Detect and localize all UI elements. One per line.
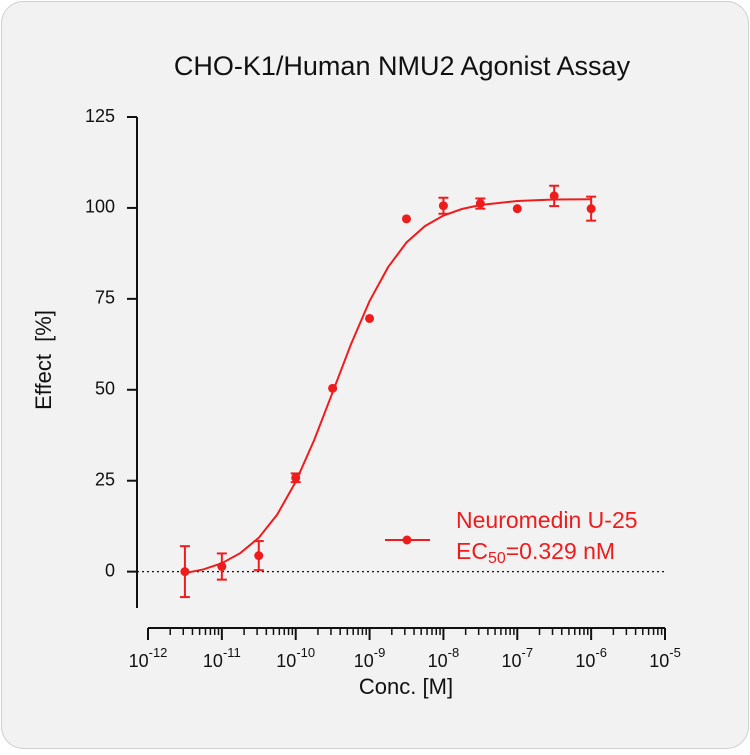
y-tick-label: 125 [85, 106, 115, 126]
y-axis-label: Effect [%] [31, 310, 56, 410]
x-axis-label: Conc. [M] [359, 674, 453, 699]
x-tick-label: 10-12 [129, 645, 168, 670]
x-tick-base: 10 [276, 651, 296, 671]
x-tick-label: 10-7 [501, 645, 533, 670]
legend-annotation: EC50=0.329 nM [456, 538, 615, 567]
data-point [365, 313, 375, 323]
data-point [586, 204, 596, 214]
data-point [401, 214, 411, 224]
x-tick-label: 10-5 [649, 645, 681, 670]
data-point [328, 383, 338, 393]
x-tick-exponent: -10 [296, 645, 315, 660]
legend-label: Neuromedin U-25 [456, 507, 638, 533]
chart-title: CHO-K1/Human NMU2 Agonist Assay [174, 51, 631, 81]
annotation-subscript: 50 [488, 550, 506, 567]
x-tick-base: 10 [575, 651, 595, 671]
x-tick-label: 10-6 [575, 645, 607, 670]
y-tick-label: 50 [95, 379, 115, 399]
data-point [549, 191, 559, 201]
x-tick-label: 10-10 [276, 645, 315, 670]
annotation-text: =0.329 nM [506, 538, 615, 564]
data-point [512, 204, 522, 214]
data-point [217, 562, 227, 572]
x-tick-base: 10 [649, 651, 669, 671]
x-tick-base: 10 [354, 651, 374, 671]
annotation-text: EC [456, 538, 488, 564]
x-tick-base: 10 [129, 651, 149, 671]
y-tick-label: 0 [105, 560, 115, 580]
x-tick-label: 10-11 [203, 645, 241, 670]
data-point [475, 199, 485, 209]
data-point [438, 201, 448, 211]
x-tick-base: 10 [203, 651, 223, 671]
data-point [254, 551, 264, 561]
x-tick-label: 10-8 [428, 645, 460, 670]
x-tick-exponent: -7 [522, 645, 534, 660]
x-tick-exponent: -11 [223, 645, 241, 660]
x-tick-exponent: -8 [448, 645, 460, 660]
y-tick-label: 100 [85, 197, 115, 217]
x-tick-base: 10 [428, 651, 448, 671]
data-point [291, 473, 301, 483]
x-tick-base: 10 [501, 651, 521, 671]
x-tick-label: 10-9 [354, 645, 386, 670]
x-tick-exponent: -12 [149, 645, 168, 660]
y-tick-label: 25 [95, 469, 115, 489]
y-tick-label: 75 [95, 288, 115, 308]
x-tick-exponent: -6 [595, 645, 607, 660]
x-tick-exponent: -9 [374, 645, 386, 660]
x-tick-exponent: -5 [669, 645, 681, 660]
data-point [180, 567, 190, 577]
legend-marker [402, 535, 412, 545]
